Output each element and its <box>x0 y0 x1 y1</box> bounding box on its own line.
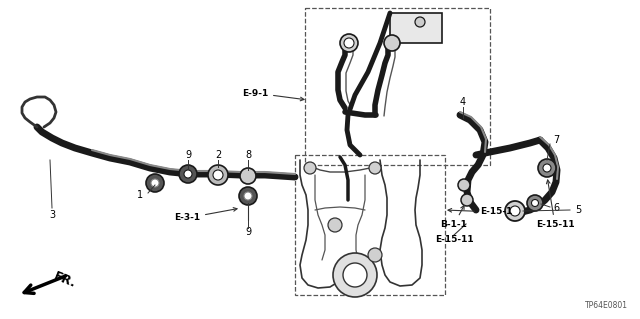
Circle shape <box>146 174 164 192</box>
Text: 5: 5 <box>575 205 581 215</box>
Circle shape <box>369 162 381 174</box>
Circle shape <box>213 170 223 180</box>
Circle shape <box>368 248 382 262</box>
Circle shape <box>505 201 525 221</box>
Circle shape <box>333 253 377 297</box>
Text: 4: 4 <box>460 97 466 107</box>
Circle shape <box>415 17 425 27</box>
Bar <box>295 155 445 295</box>
Text: TP64E0801: TP64E0801 <box>585 301 628 310</box>
Text: E-3-1: E-3-1 <box>174 208 237 222</box>
Circle shape <box>208 165 228 185</box>
Circle shape <box>151 179 159 187</box>
Circle shape <box>340 34 358 52</box>
Circle shape <box>458 179 470 191</box>
Text: FR.: FR. <box>52 270 78 290</box>
Circle shape <box>527 195 543 211</box>
Text: E-15-11: E-15-11 <box>536 180 574 229</box>
Text: 6: 6 <box>553 203 559 213</box>
Text: E-9-1: E-9-1 <box>242 88 304 101</box>
Text: 3: 3 <box>49 210 55 220</box>
Text: E-15-11: E-15-11 <box>435 235 474 244</box>
Circle shape <box>239 187 257 205</box>
Circle shape <box>384 35 400 51</box>
Text: E-15-1: E-15-1 <box>448 207 513 217</box>
Circle shape <box>543 164 551 172</box>
Circle shape <box>344 38 354 48</box>
FancyBboxPatch shape <box>390 13 442 43</box>
Circle shape <box>244 192 252 200</box>
Text: 9: 9 <box>185 150 191 160</box>
Text: B-1-1: B-1-1 <box>440 205 467 229</box>
Circle shape <box>179 165 197 183</box>
Circle shape <box>184 170 192 178</box>
Text: 2: 2 <box>215 150 221 160</box>
Circle shape <box>304 162 316 174</box>
Circle shape <box>343 263 367 287</box>
Text: 1: 1 <box>137 190 143 200</box>
Text: 8: 8 <box>245 150 251 160</box>
Circle shape <box>531 199 538 206</box>
Circle shape <box>461 194 473 206</box>
Circle shape <box>328 218 342 232</box>
Circle shape <box>510 206 520 216</box>
Text: 9: 9 <box>245 227 251 237</box>
Circle shape <box>240 168 256 184</box>
Circle shape <box>538 159 556 177</box>
Text: 7: 7 <box>553 135 559 145</box>
Bar <box>305 8 490 165</box>
